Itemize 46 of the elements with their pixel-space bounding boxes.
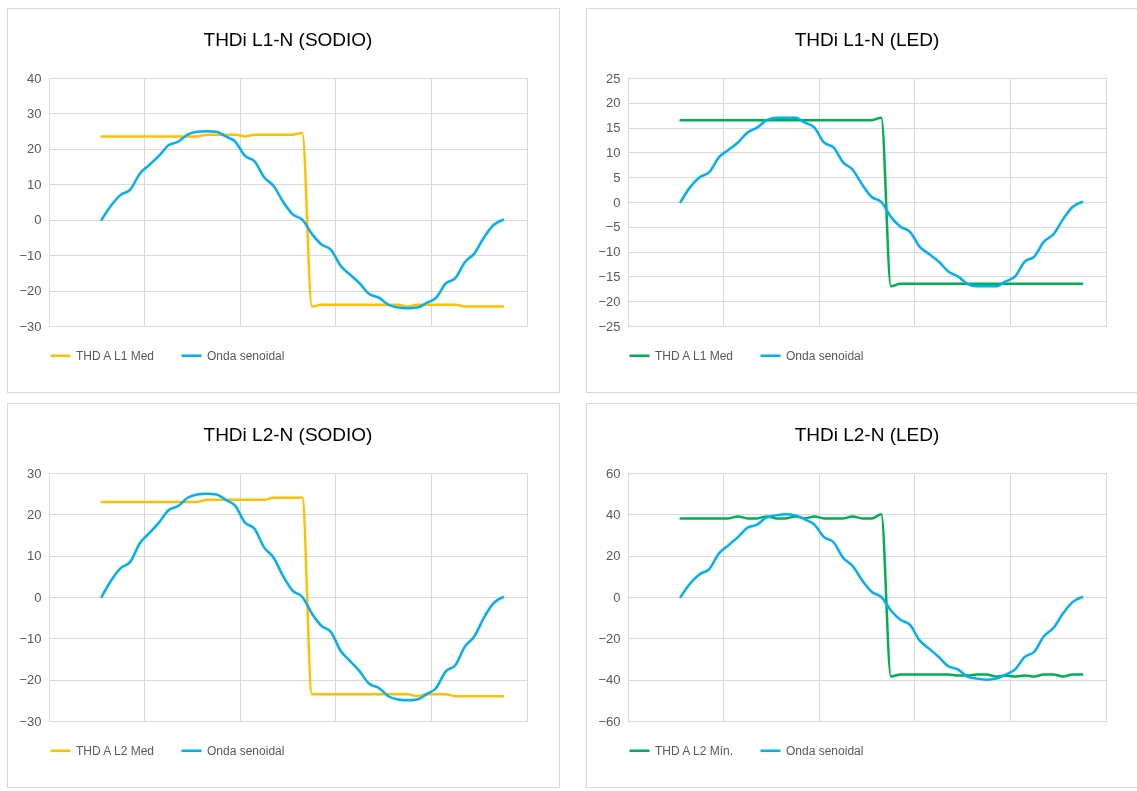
y-tick-label: −10 (598, 244, 621, 260)
y-tick-label: −20 (19, 283, 42, 299)
legend-label: THD A L2 Med (76, 743, 155, 758)
legend-label: Onda senoidal (207, 743, 285, 758)
chart-title: THDi L2-N (SODIO) (203, 424, 373, 445)
y-tick-label: 20 (606, 95, 621, 111)
chart-title: THDi L1-N (SODIO) (203, 29, 373, 50)
y-tick-label: 20 (606, 548, 621, 564)
y-tick-label: −10 (19, 630, 42, 646)
y-tick-label: 30 (27, 465, 42, 481)
y-tick-label: 40 (606, 506, 621, 522)
legend-label: Onda senoidal (786, 743, 864, 758)
y-tick-label: −5 (605, 219, 621, 235)
y-tick-label: 30 (27, 105, 42, 121)
y-tick-label: 20 (27, 506, 42, 522)
y-tick-label: 10 (27, 548, 42, 564)
y-tick-label: 15 (606, 120, 621, 136)
y-tick-label: 0 (34, 212, 42, 228)
y-tick-label: −40 (598, 672, 621, 688)
y-tick-label: −30 (19, 713, 42, 729)
y-tick-label: 40 (27, 70, 42, 86)
chart-title: THDi L1-N (LED) (794, 29, 940, 50)
y-tick-label: −15 (598, 268, 621, 284)
chart-title: THDi L2-N (LED) (794, 424, 940, 445)
y-tick-label: 25 (606, 70, 621, 86)
y-tick-label: −20 (598, 293, 621, 309)
y-tick-label: −25 (598, 318, 621, 334)
legend-label: THD A L2 Mín. (655, 743, 734, 758)
y-tick-label: 0 (34, 589, 42, 605)
y-tick-label: −20 (598, 630, 621, 646)
legend-label: THD A L1 Med (76, 348, 155, 363)
y-tick-label: 20 (27, 141, 42, 157)
y-tick-label: −30 (19, 318, 42, 334)
y-tick-label: 10 (606, 144, 621, 160)
y-tick-label: 0 (613, 194, 621, 210)
y-tick-label: 10 (27, 176, 42, 192)
legend-label: Onda senoidal (786, 348, 864, 363)
y-tick-label: 5 (613, 169, 621, 185)
y-tick-label: −10 (19, 247, 42, 263)
line-series (679, 116, 1084, 288)
y-tick-label: 60 (606, 465, 621, 481)
legend-label: Onda senoidal (207, 348, 285, 363)
y-tick-label: −20 (19, 672, 42, 688)
y-tick-label: 0 (613, 589, 621, 605)
legend-label: THD A L1 Med (655, 348, 734, 363)
y-tick-label: −60 (598, 713, 621, 729)
